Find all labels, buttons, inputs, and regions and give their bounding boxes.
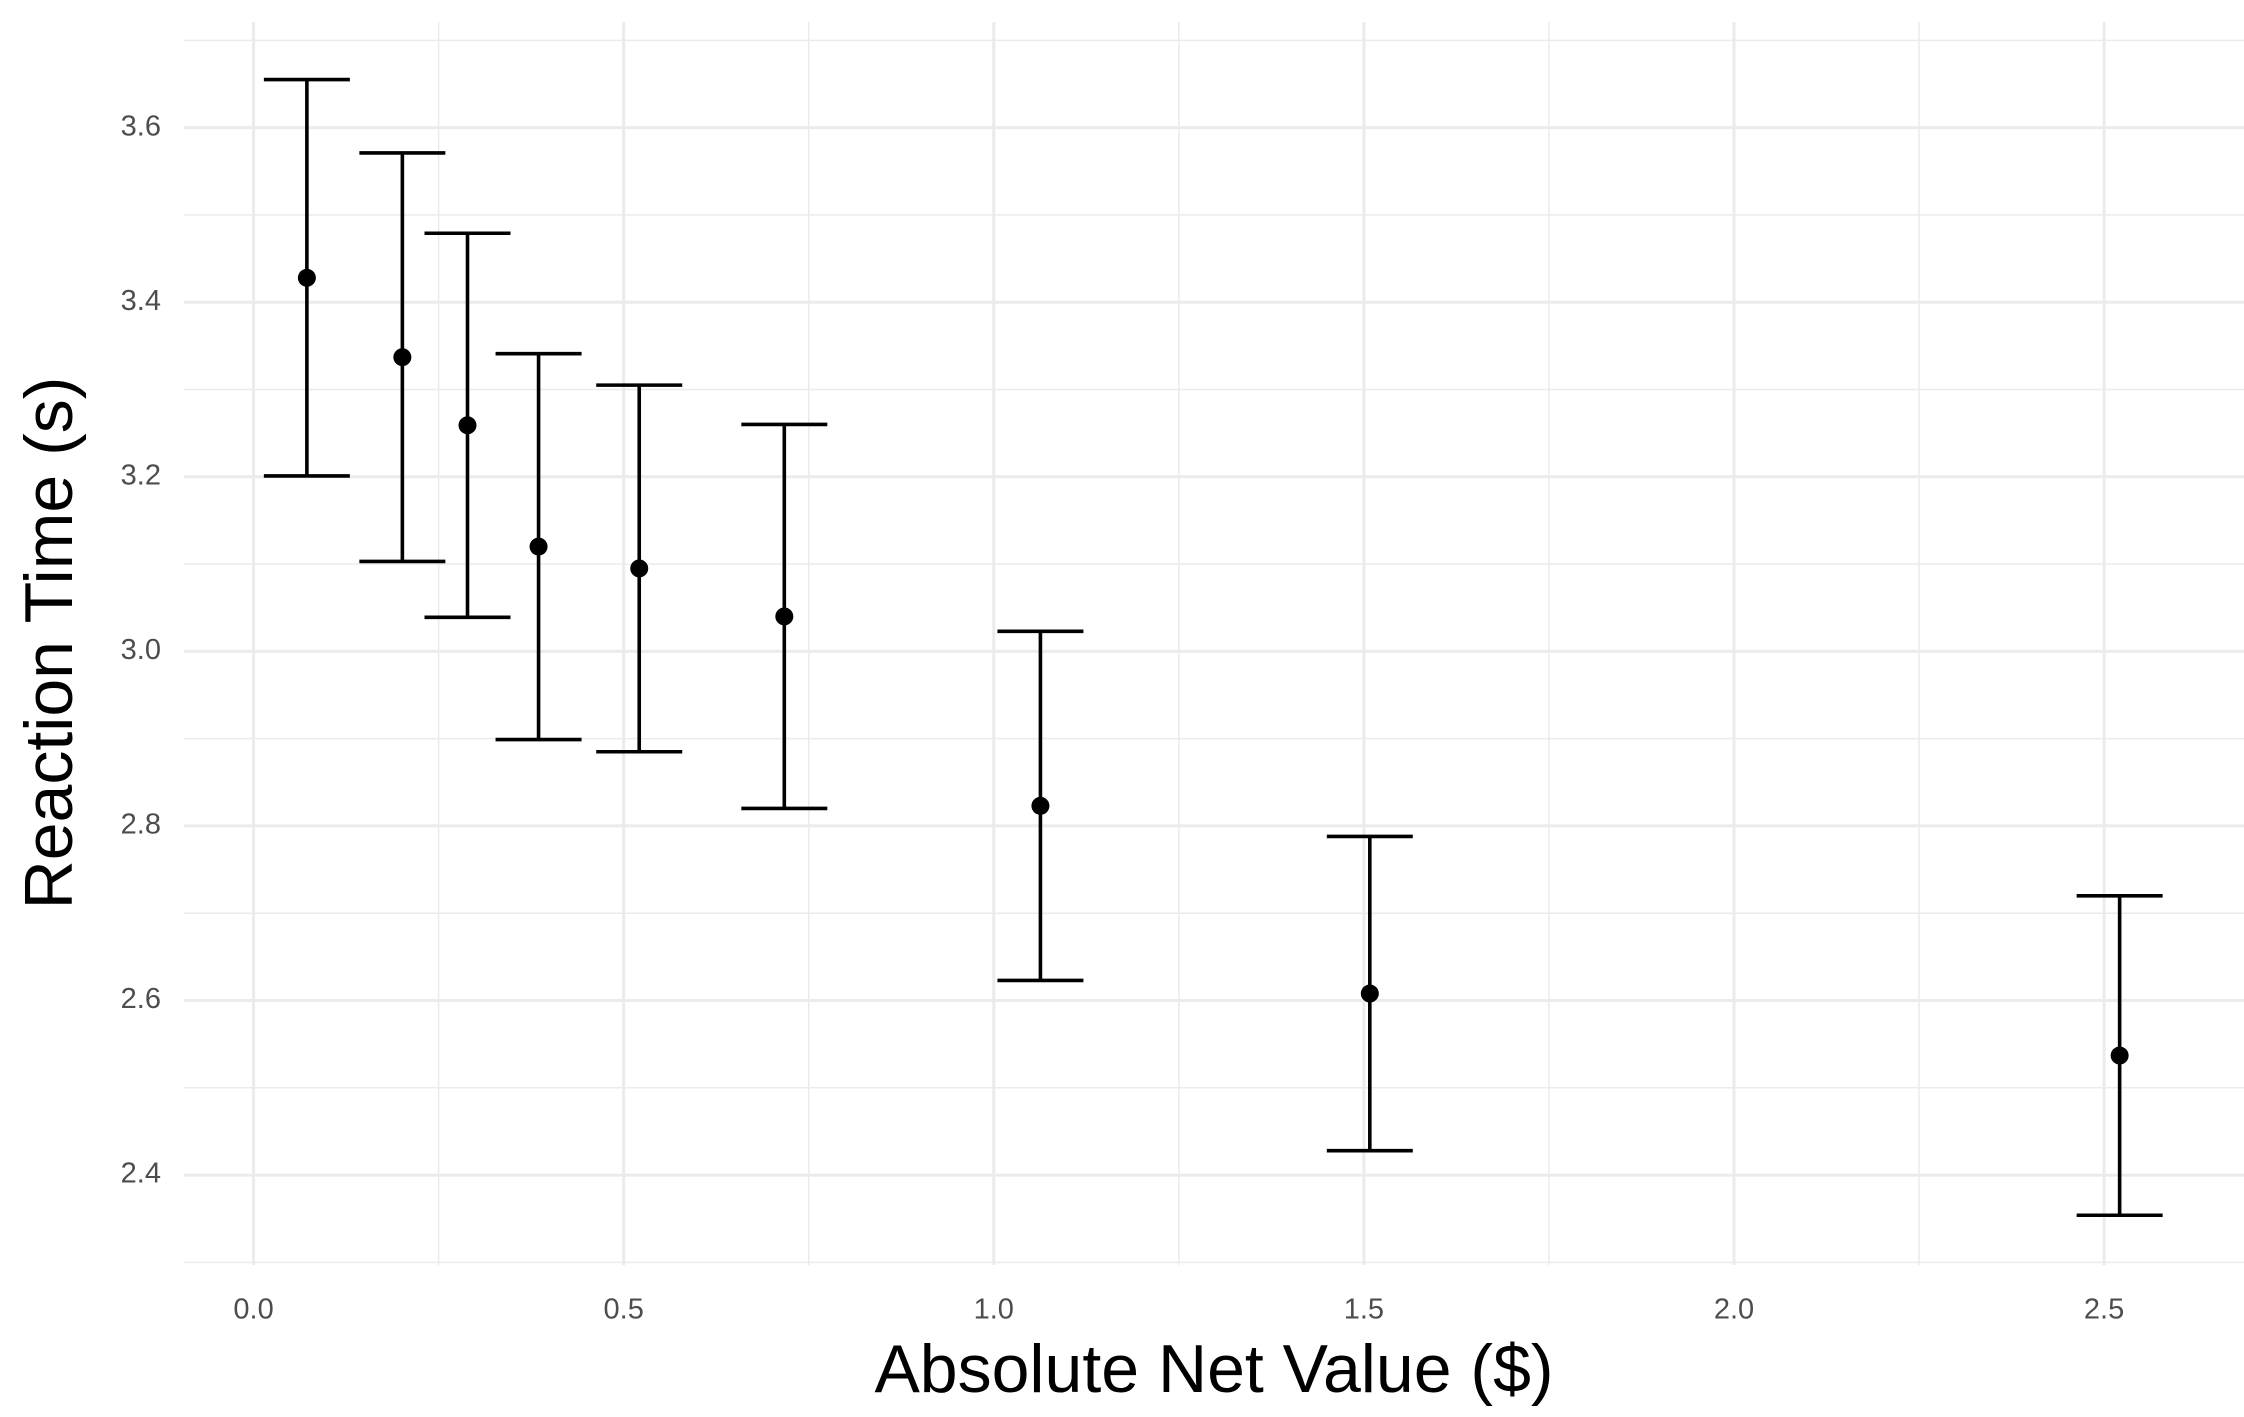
point xyxy=(1031,796,1050,815)
point xyxy=(630,559,649,578)
x-tick-label: 0.5 xyxy=(604,1294,644,1326)
y-tick-label: 2.4 xyxy=(121,1158,161,1190)
y-tick-label: 2.8 xyxy=(121,809,161,841)
y-axis-title: Reaction Time (s) xyxy=(11,377,87,910)
y-tick-label: 3.4 xyxy=(121,285,161,317)
point xyxy=(2110,1046,2129,1065)
x-tick-label: 2.0 xyxy=(1714,1294,1754,1326)
point xyxy=(529,537,548,556)
y-tick-label: 3.0 xyxy=(121,634,161,666)
y-tick-label: 3.6 xyxy=(121,110,161,142)
x-tick-label: 2.5 xyxy=(2084,1294,2124,1326)
point xyxy=(1360,984,1379,1003)
point xyxy=(297,268,316,287)
y-tick-label: 2.6 xyxy=(121,983,161,1015)
x-tick-label: 1.5 xyxy=(1344,1294,1384,1326)
y-tick-label: 3.2 xyxy=(121,459,161,491)
point xyxy=(393,348,412,367)
x-axis-title: Absolute Net Value ($) xyxy=(874,1331,1553,1407)
point xyxy=(775,607,794,626)
x-tick-label: 0.0 xyxy=(233,1294,273,1326)
x-tick-label: 1.0 xyxy=(974,1294,1014,1326)
point xyxy=(458,416,477,435)
